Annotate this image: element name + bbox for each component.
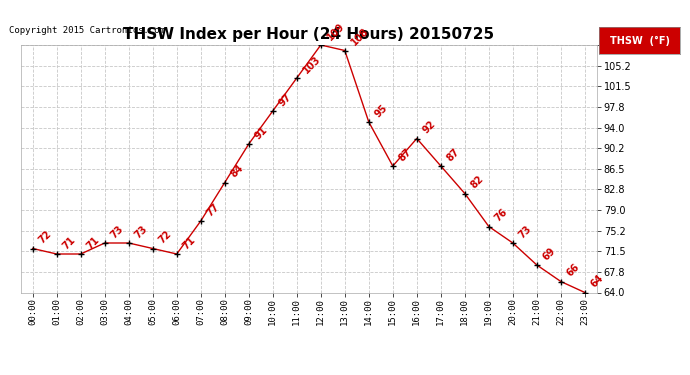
Text: 82: 82 <box>469 174 486 191</box>
Text: 87: 87 <box>445 147 462 163</box>
Text: 103: 103 <box>301 54 322 75</box>
Text: 108: 108 <box>349 26 371 48</box>
Text: 73: 73 <box>133 224 150 240</box>
Text: 73: 73 <box>109 224 126 240</box>
Text: 76: 76 <box>493 207 510 224</box>
Text: 66: 66 <box>565 262 582 279</box>
Text: 72: 72 <box>37 229 54 246</box>
Title: THSW Index per Hour (24 Hours) 20150725: THSW Index per Hour (24 Hours) 20150725 <box>124 27 494 42</box>
Text: Copyright 2015 Cartronics.com: Copyright 2015 Cartronics.com <box>9 26 165 35</box>
Text: 92: 92 <box>421 119 437 136</box>
Text: 87: 87 <box>397 147 414 163</box>
Text: 77: 77 <box>205 202 221 218</box>
Text: 73: 73 <box>517 224 533 240</box>
Text: 95: 95 <box>373 103 390 119</box>
Text: 71: 71 <box>61 235 77 251</box>
Text: 69: 69 <box>541 246 558 262</box>
Text: 64: 64 <box>589 273 606 290</box>
Text: 91: 91 <box>253 124 270 141</box>
Text: 71: 71 <box>181 235 197 251</box>
Text: 97: 97 <box>277 92 293 108</box>
Text: 109: 109 <box>325 21 346 42</box>
Text: 84: 84 <box>229 163 246 180</box>
Text: 72: 72 <box>157 229 173 246</box>
Text: THSW  (°F): THSW (°F) <box>610 36 669 46</box>
Text: 71: 71 <box>85 235 101 251</box>
